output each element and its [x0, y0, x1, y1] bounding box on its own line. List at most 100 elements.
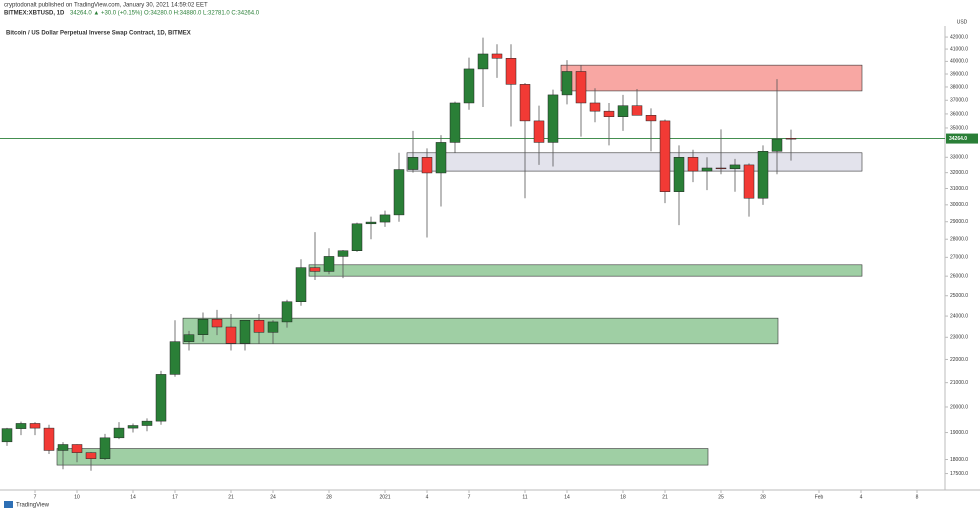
x-tick-label: 10 — [74, 494, 80, 500]
x-tick-label: 14 — [130, 494, 136, 500]
y-tick-label: 38000.0 — [950, 84, 968, 90]
x-tick-label: 28 — [326, 494, 332, 500]
candle-body — [309, 267, 321, 272]
candle-body — [197, 318, 209, 335]
candle-body — [701, 167, 713, 172]
y-tick-label: 21000.0 — [950, 380, 968, 386]
x-tick-label: Feb — [815, 494, 824, 500]
candle-body — [547, 94, 559, 143]
x-tick-label: 17 — [172, 494, 178, 500]
candle-body — [687, 157, 699, 172]
x-tick-label: 14 — [564, 494, 570, 500]
y-tick-label: 28000.0 — [950, 237, 968, 243]
x-tick-label: 28 — [760, 494, 766, 500]
y-tick-label: 33000.0 — [950, 155, 968, 161]
candle-body — [463, 68, 475, 104]
candle-body — [29, 423, 41, 429]
x-tick-label: 21 — [662, 494, 668, 500]
chart-title: Bitcoin / US Dollar Perpetual Inverse Sw… — [6, 31, 191, 37]
x-tick-label: 4 — [426, 494, 429, 500]
candle-body — [491, 53, 503, 59]
candle-body — [477, 53, 489, 70]
y-tick-label: 35000.0 — [950, 125, 968, 131]
candle-body — [715, 167, 727, 170]
candle-body — [617, 105, 629, 117]
y-tick-label: 20000.0 — [950, 404, 968, 410]
candle-body — [85, 452, 97, 459]
y-tick-label: 41000.0 — [950, 46, 968, 52]
y-tick-label: 37000.0 — [950, 98, 968, 104]
candle-body — [225, 326, 237, 344]
candle-body — [43, 427, 55, 451]
y-tick-label: 25000.0 — [950, 293, 968, 299]
candle-body — [141, 420, 153, 426]
x-tick-label: 21 — [228, 494, 234, 500]
candle-body — [631, 105, 643, 116]
candle-body — [561, 71, 573, 96]
y-tick-label: 32000.0 — [950, 170, 968, 176]
candle-body — [211, 318, 223, 328]
x-tick-label: 7 — [468, 494, 471, 500]
candle-body — [603, 110, 615, 117]
candle-body — [323, 256, 335, 272]
candle-body — [449, 102, 461, 143]
footer-logo: TradingView — [16, 503, 50, 509]
candle-body — [71, 444, 83, 453]
candle-body — [729, 164, 741, 170]
candle-body — [113, 427, 125, 439]
x-tick-label: 24 — [270, 494, 276, 500]
publisher: cryptodonalt published on TradingView.co… — [4, 3, 208, 9]
y-tick-label: 36000.0 — [950, 111, 968, 117]
y-tick-label: 40000.0 — [950, 59, 968, 65]
y-tick-label: 23000.0 — [950, 335, 968, 341]
candle-body — [659, 120, 671, 192]
candle-body — [1, 428, 13, 443]
y-tick-label: 30000.0 — [950, 202, 968, 208]
candle-body — [757, 151, 769, 199]
candle-body — [169, 341, 181, 375]
price-tag: 34264.0 — [949, 136, 967, 142]
y-tick-label: 27000.0 — [950, 255, 968, 261]
zone — [406, 152, 863, 172]
zone — [56, 448, 709, 466]
candle-body — [435, 142, 447, 174]
zone — [560, 64, 863, 92]
candle-body — [393, 169, 405, 216]
candle-body — [407, 157, 419, 170]
zone — [182, 317, 779, 345]
candle-body — [267, 321, 279, 333]
symbol: BITMEX:XBTUSD, 1D — [4, 11, 65, 17]
y-tick-label: 42000.0 — [950, 34, 968, 40]
candle-body — [183, 334, 195, 342]
candle-body — [533, 120, 545, 143]
x-tick-label: 18 — [620, 494, 626, 500]
candle-body — [673, 157, 685, 192]
zone — [308, 264, 863, 277]
y-tick-label: 17500.0 — [950, 471, 968, 477]
logo-icon — [4, 501, 13, 508]
candle-body — [421, 157, 433, 174]
candle-body — [589, 102, 601, 112]
candle-body — [281, 301, 293, 323]
quote: 34264.0 ▲ +30.0 (+0.15%) O:34280.0 H:348… — [70, 11, 260, 17]
y-tick-label: 29000.0 — [950, 219, 968, 225]
price-tag-bg — [946, 133, 978, 144]
y-tick-label: 26000.0 — [950, 273, 968, 279]
candle-body — [127, 425, 139, 429]
y-tick-label: 18000.0 — [950, 457, 968, 463]
y-tick-label: 39000.0 — [950, 71, 968, 77]
candle-body — [771, 138, 783, 152]
y-unit: USD — [957, 19, 968, 25]
candle-body — [575, 71, 587, 104]
candle-body — [785, 138, 797, 140]
candle-body — [239, 319, 251, 344]
x-tick-label: 11 — [522, 494, 527, 500]
candle-body — [519, 84, 531, 122]
x-tick-label: 7 — [34, 494, 37, 500]
candle-body — [351, 223, 363, 251]
candle-body — [15, 423, 27, 429]
x-tick-label: 2021 — [379, 494, 390, 500]
y-tick-label: 19000.0 — [950, 430, 968, 436]
candle-body — [365, 221, 377, 225]
